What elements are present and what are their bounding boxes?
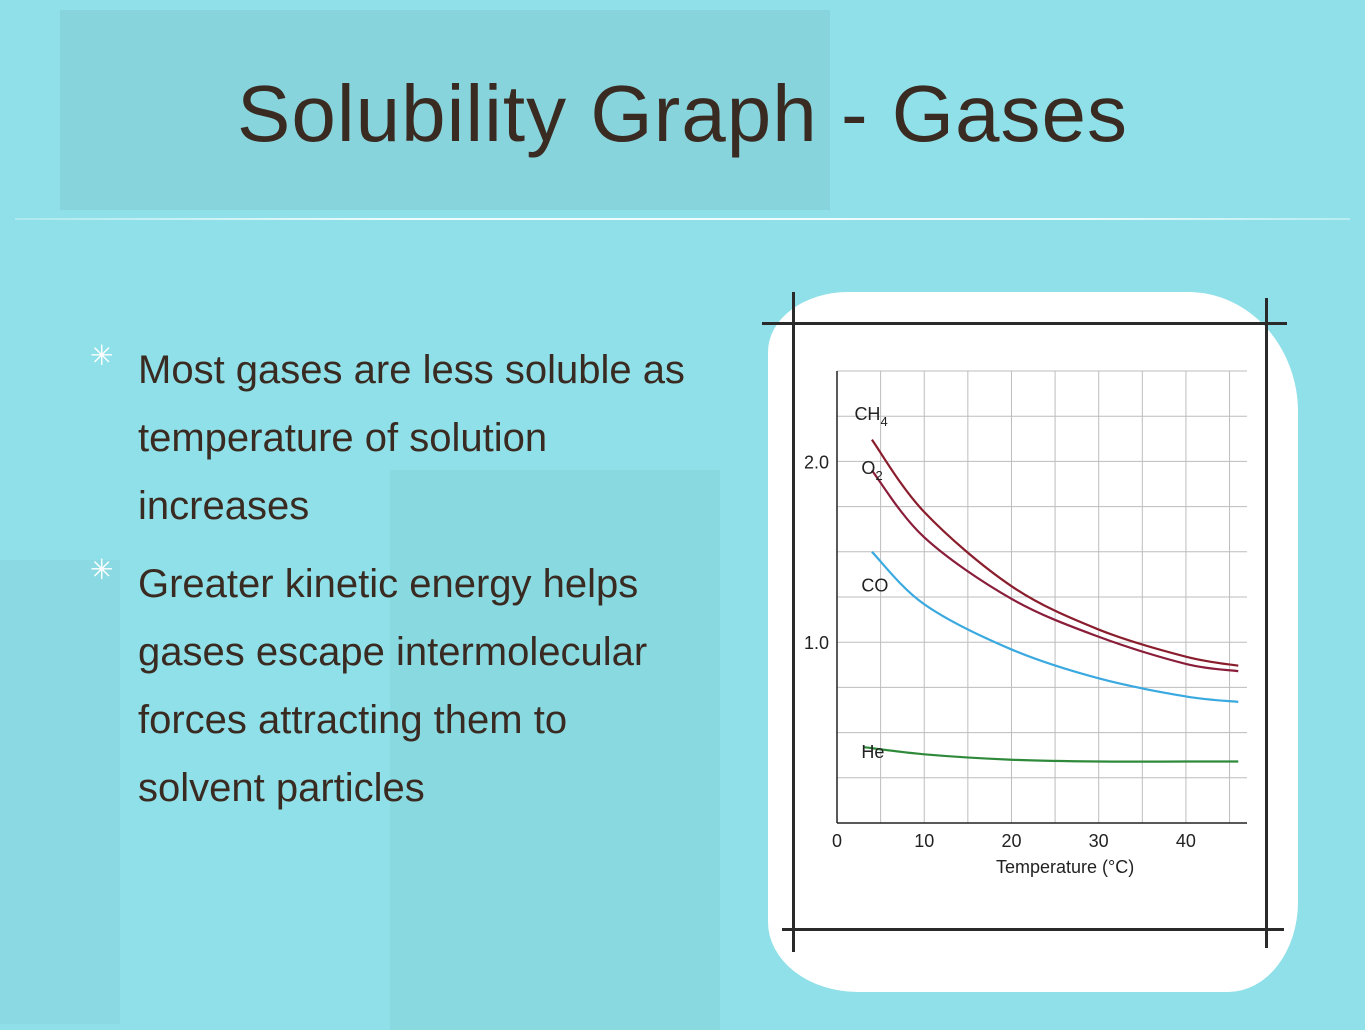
x-tick-label: 40 bbox=[1176, 831, 1196, 851]
frame-right-line bbox=[1265, 298, 1268, 948]
frame-bottom-line bbox=[782, 928, 1284, 931]
series-label-o2: O2 bbox=[861, 458, 882, 483]
series-label-ch4: CH4 bbox=[854, 404, 887, 429]
solubility-chart: 0 10 20 30 40 2.0 1.0 Temperature (°C) CH4 O2 CO He bbox=[804, 370, 1247, 877]
frame-left-line bbox=[792, 292, 795, 952]
series-label-co: CO bbox=[861, 576, 888, 596]
x-axis-label: Temperature (°C) bbox=[996, 857, 1134, 877]
series-line-ch4 bbox=[871, 439, 1239, 667]
series-label-he: He bbox=[861, 742, 884, 762]
bullet-text: Greater kinetic energy helps gases escap… bbox=[138, 562, 648, 810]
title-divider bbox=[15, 218, 1350, 220]
asterisk-bullet-icon: ✳ bbox=[90, 340, 114, 371]
frame-top-line bbox=[762, 322, 1287, 325]
x-tick-label: 20 bbox=[1001, 831, 1021, 851]
bullet-list: ✳ Most gases are less soluble as tempera… bbox=[90, 336, 690, 832]
series-line-he bbox=[863, 745, 1239, 763]
x-tick-label: 30 bbox=[1089, 831, 1109, 851]
background-texture bbox=[0, 560, 120, 1024]
x-tick-label: 0 bbox=[832, 831, 842, 851]
series-line-co bbox=[871, 551, 1239, 703]
bullet-item: ✳ Greater kinetic energy helps gases esc… bbox=[90, 550, 690, 822]
bullet-text: Most gases are less soluble as temperatu… bbox=[138, 348, 685, 528]
background-texture bbox=[390, 470, 720, 1030]
series-line-o2 bbox=[871, 469, 1239, 673]
asterisk-bullet-icon: ✳ bbox=[90, 554, 114, 585]
slide-title: Solubility Graph - Gases bbox=[236, 69, 1129, 158]
bullet-item: ✳ Most gases are less soluble as tempera… bbox=[90, 336, 690, 540]
background-texture bbox=[60, 10, 830, 210]
x-tick-label: 10 bbox=[914, 831, 934, 851]
y-tick-label: 2.0 bbox=[804, 452, 829, 472]
y-tick-label: 1.0 bbox=[804, 633, 829, 653]
